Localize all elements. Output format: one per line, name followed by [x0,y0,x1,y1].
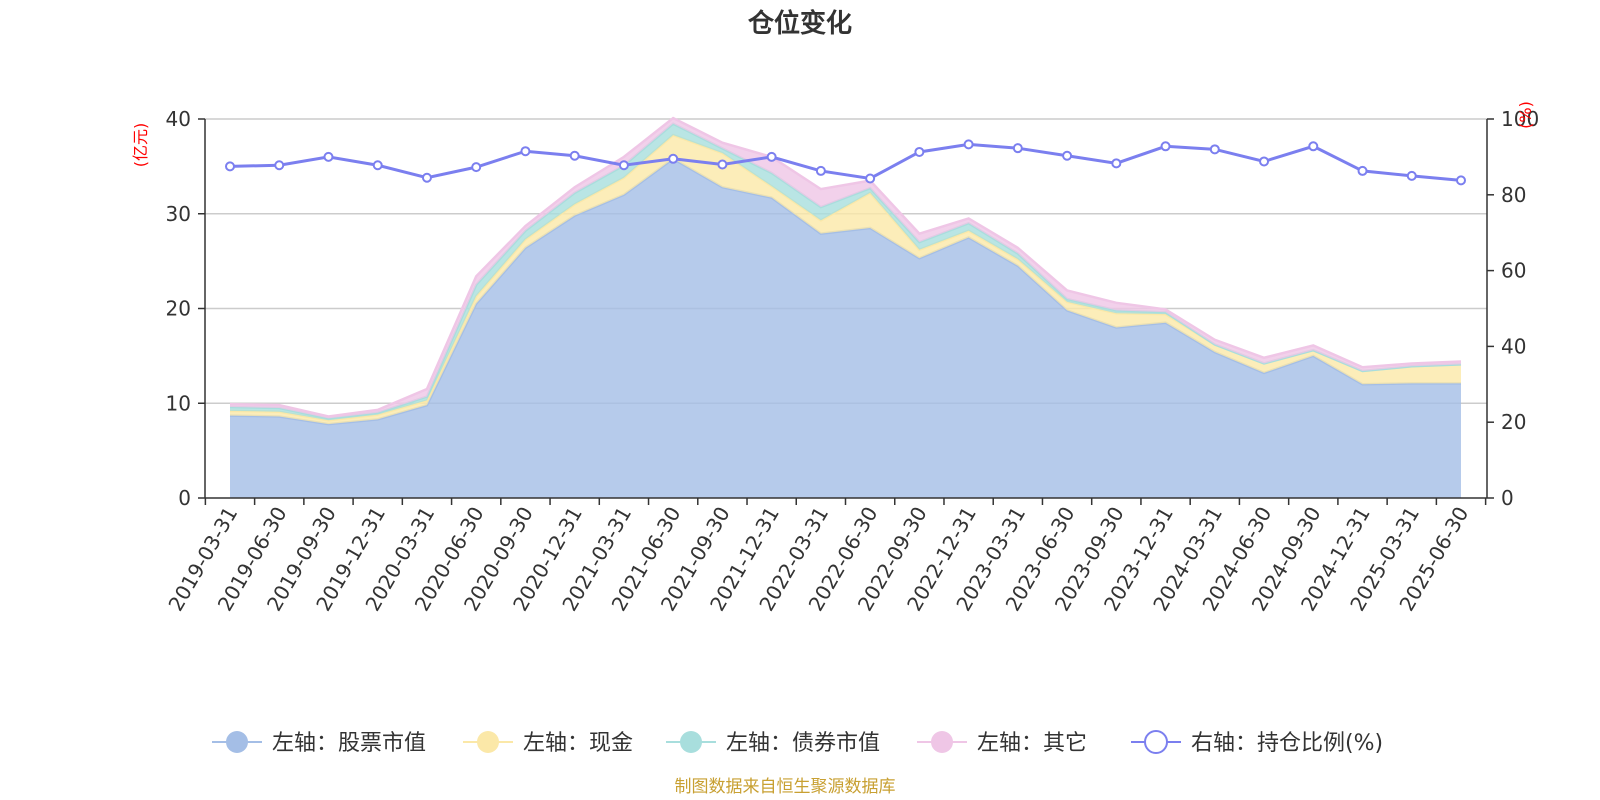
legend-label: 左轴：现金 [523,731,633,756]
legend-label: 左轴：债券市值 [726,731,880,756]
legend-item-3[interactable]: 左轴：债券市值 [666,731,880,756]
ratio-point [865,173,876,184]
left-axis-tick-label: 10 [166,391,191,415]
ratio-point [717,159,728,170]
ratio-point [1308,141,1319,152]
left-axis-unit: (亿元) [131,123,150,168]
stacked-areas [229,116,1462,499]
ratio-point [274,160,285,171]
ratio-point [372,160,383,171]
right-axis-tick-label: 60 [1501,259,1526,283]
legend-marker [680,731,702,753]
right-axis-tick-label: 100 [1501,107,1539,131]
holding-ratio-line [225,139,1466,186]
right-axis-tick-label: 20 [1501,410,1526,434]
ratio-point [1259,156,1270,167]
ratio-point [323,151,334,162]
legend-item-2[interactable]: 左轴：现金 [463,731,633,756]
ratio-point [1160,141,1171,152]
legend-marker [1144,730,1168,754]
right-axis-tick-label: 0 [1501,486,1514,510]
ratio-point [618,160,629,171]
ratio-point [421,172,432,183]
ratio-point [766,151,777,162]
legend-marker [477,731,499,753]
data-source-note: 制图数据来自恒生聚源数据库 [675,777,896,797]
ratio-point [668,153,679,164]
ratio-point [1406,170,1417,181]
legend-label: 右轴：持仓比例(%) [1191,731,1383,756]
left-axis-tick-label: 40 [166,107,191,131]
right-axis-unit: (%) [1516,101,1535,129]
ratio-line-path [229,142,1462,182]
ratio-point [520,146,531,157]
area-edge-4 [229,116,1462,418]
right-axis-tick-label: 40 [1501,334,1526,358]
left-axis-tick-label: 30 [166,202,191,226]
legend-label: 左轴：股票市值 [272,731,426,756]
ratio-point [1111,158,1122,169]
left-axis-tick-label: 20 [166,297,191,321]
legend-item-5[interactable]: 右轴：持仓比例(%) [1131,730,1383,756]
ratio-point [963,139,974,150]
ratio-point [1012,143,1023,154]
ratio-point [914,146,925,157]
ratio-point [1456,175,1466,186]
ratio-point [1357,165,1368,176]
legend: 左轴：股票市值 左轴：现金 左轴：债券市值 左轴：其它 右轴：持仓比例(%) [212,730,1383,756]
right-axis-tick-label: 80 [1501,183,1526,207]
ratio-point [1062,150,1073,161]
ratio-point [471,162,482,173]
ratio-point [225,161,235,172]
legend-marker [226,731,248,753]
left-axis-tick-label: 0 [178,486,191,510]
ratio-point [815,165,826,176]
area-series-1 [230,158,1461,499]
ratio-point [569,150,580,161]
ratio-point [1209,144,1220,155]
legend-marker [931,731,953,753]
legend-label: 左轴：其它 [977,731,1087,756]
legend-item-4[interactable]: 左轴：其它 [917,731,1087,756]
chart-title: 仓位变化 [747,8,852,39]
legend-item-1[interactable]: 左轴：股票市值 [212,731,426,756]
